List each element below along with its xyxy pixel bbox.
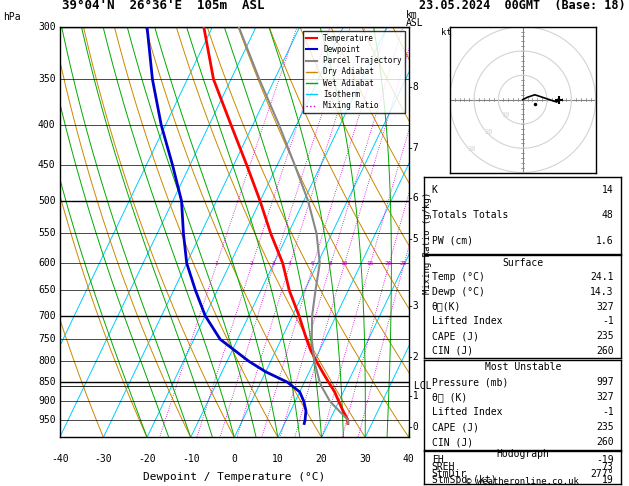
Text: StmSpd (kt): StmSpd (kt) — [432, 475, 496, 485]
Text: 900: 900 — [38, 397, 55, 406]
Text: LCL: LCL — [408, 381, 431, 391]
Text: 10: 10 — [340, 261, 348, 266]
Text: 235: 235 — [596, 331, 613, 341]
Text: -19: -19 — [596, 455, 613, 466]
Text: 2: 2 — [250, 261, 253, 266]
Text: Lifted Index: Lifted Index — [432, 316, 503, 327]
Text: Surface: Surface — [502, 258, 543, 267]
Text: θᴇ (K): θᴇ (K) — [432, 392, 467, 402]
Text: StmDir: StmDir — [432, 469, 467, 479]
Text: -0: -0 — [408, 422, 420, 432]
Text: 30: 30 — [359, 454, 371, 464]
Text: Dewp (°C): Dewp (°C) — [432, 287, 485, 297]
Text: 20: 20 — [484, 129, 493, 135]
Text: CIN (J): CIN (J) — [432, 346, 473, 356]
Text: 25: 25 — [400, 261, 408, 266]
Text: 260: 260 — [596, 437, 613, 447]
Text: -1: -1 — [408, 392, 420, 401]
Text: 20: 20 — [316, 454, 328, 464]
Text: -20: -20 — [138, 454, 156, 464]
Text: -30: -30 — [94, 454, 112, 464]
Text: 39°04'N  26°36'E  105m  ASL: 39°04'N 26°36'E 105m ASL — [62, 0, 265, 12]
Text: EH: EH — [432, 455, 443, 466]
Text: 40: 40 — [403, 454, 415, 464]
Text: -1: -1 — [602, 316, 613, 327]
Text: 500: 500 — [38, 196, 55, 206]
Text: 750: 750 — [38, 334, 55, 344]
Text: 6: 6 — [311, 261, 314, 266]
Text: 24.1: 24.1 — [590, 272, 613, 282]
Text: Dewpoint / Temperature (°C): Dewpoint / Temperature (°C) — [143, 472, 325, 482]
Text: 73: 73 — [602, 462, 613, 472]
Text: 30: 30 — [467, 146, 476, 152]
Text: Most Unstable: Most Unstable — [484, 362, 561, 372]
Text: 14: 14 — [602, 185, 613, 195]
Text: Lifted Index: Lifted Index — [432, 407, 503, 417]
Text: 950: 950 — [38, 415, 55, 425]
Text: 350: 350 — [38, 74, 55, 84]
Text: 550: 550 — [38, 228, 55, 239]
Text: 700: 700 — [38, 311, 55, 321]
Text: Hodograph: Hodograph — [496, 449, 549, 459]
Text: 997: 997 — [596, 377, 613, 387]
Text: 14.3: 14.3 — [590, 287, 613, 297]
Text: 400: 400 — [38, 120, 55, 130]
Text: 23.05.2024  00GMT  (Base: 18): 23.05.2024 00GMT (Base: 18) — [419, 0, 625, 12]
Text: ASL: ASL — [406, 17, 423, 28]
Text: Totals Totals: Totals Totals — [432, 210, 508, 220]
Text: -5: -5 — [408, 234, 420, 244]
Text: SREH: SREH — [432, 462, 455, 472]
Text: -3: -3 — [408, 301, 420, 312]
Legend: Temperature, Dewpoint, Parcel Trajectory, Dry Adiabat, Wet Adiabat, Isotherm, Mi: Temperature, Dewpoint, Parcel Trajectory… — [303, 31, 405, 113]
Text: θᴇ(K): θᴇ(K) — [432, 302, 461, 312]
Text: -7: -7 — [408, 143, 420, 153]
Text: CAPE (J): CAPE (J) — [432, 422, 479, 432]
Text: 19: 19 — [602, 475, 613, 485]
Text: 450: 450 — [38, 160, 55, 170]
Text: hPa: hPa — [3, 12, 21, 22]
Text: 10: 10 — [272, 454, 284, 464]
Text: 300: 300 — [38, 22, 55, 32]
Text: -2: -2 — [408, 352, 420, 362]
Text: 1.6: 1.6 — [596, 236, 613, 246]
Text: -6: -6 — [408, 192, 420, 203]
Text: 277°: 277° — [590, 469, 613, 479]
Text: Mixing Ratio (g/kg): Mixing Ratio (g/kg) — [423, 192, 431, 294]
Text: 4: 4 — [287, 261, 291, 266]
Text: kt: kt — [441, 28, 452, 37]
Text: 850: 850 — [38, 377, 55, 387]
Text: 3: 3 — [272, 261, 276, 266]
Text: -40: -40 — [51, 454, 69, 464]
Text: -8: -8 — [408, 82, 420, 92]
Text: -1: -1 — [602, 407, 613, 417]
Text: 0: 0 — [231, 454, 237, 464]
Text: 1: 1 — [214, 261, 218, 266]
Text: 235: 235 — [596, 422, 613, 432]
Text: Pressure (mb): Pressure (mb) — [432, 377, 508, 387]
Text: 327: 327 — [596, 392, 613, 402]
Text: Temp (°C): Temp (°C) — [432, 272, 485, 282]
Text: 800: 800 — [38, 356, 55, 366]
Text: 327: 327 — [596, 302, 613, 312]
Text: 48: 48 — [602, 210, 613, 220]
Text: 20: 20 — [385, 261, 392, 266]
Text: 600: 600 — [38, 258, 55, 268]
Text: 650: 650 — [38, 285, 55, 295]
Text: 8: 8 — [328, 261, 332, 266]
Text: © weatheronline.co.uk: © weatheronline.co.uk — [465, 477, 579, 486]
Text: -10: -10 — [182, 454, 199, 464]
Text: 10: 10 — [501, 112, 510, 118]
Text: CIN (J): CIN (J) — [432, 437, 473, 447]
Text: km: km — [406, 10, 418, 20]
Text: K: K — [432, 185, 438, 195]
Text: CAPE (J): CAPE (J) — [432, 331, 479, 341]
Text: PW (cm): PW (cm) — [432, 236, 473, 246]
Text: 15: 15 — [366, 261, 374, 266]
Text: 260: 260 — [596, 346, 613, 356]
